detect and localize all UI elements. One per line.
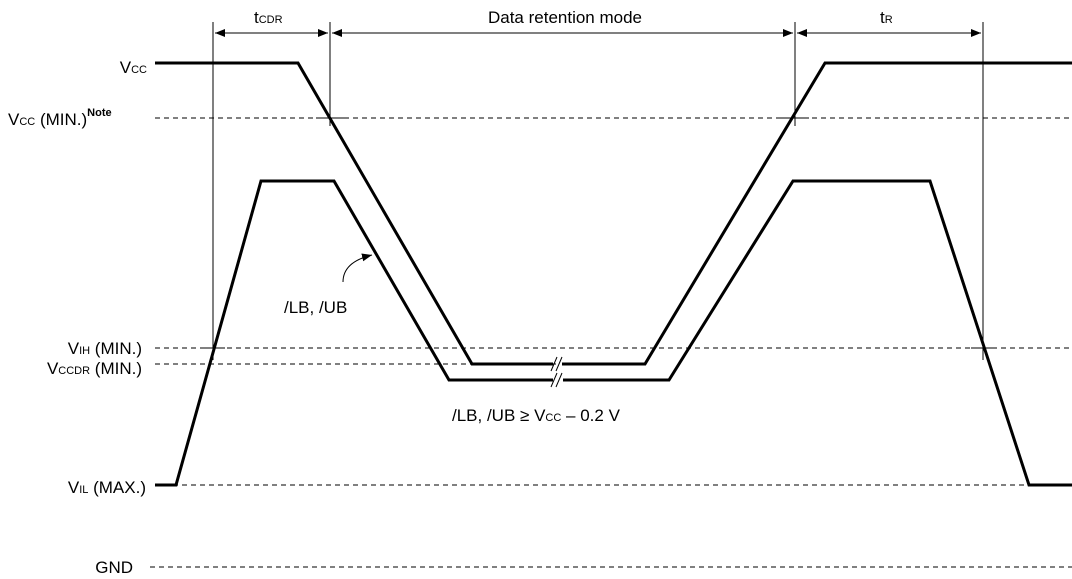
vcc-waveform-right bbox=[562, 61, 1072, 366]
lb-ub-waveform-left bbox=[155, 179, 553, 487]
waveform-break-symbol bbox=[550, 356, 563, 388]
lb-ub-waveform-right bbox=[563, 179, 1072, 487]
tcdr-label: tCDR bbox=[254, 8, 283, 27]
vcc-min-label: VCC (MIN.)Note bbox=[8, 107, 112, 129]
vih-min-label: VIH (MIN.) bbox=[68, 339, 142, 358]
gnd-label: GND bbox=[95, 558, 133, 577]
lb-ub-callout-arrow bbox=[342, 253, 373, 283]
vccdr-min-label: VCCDR (MIN.) bbox=[47, 359, 142, 378]
data-retention-mode-label: Data retention mode bbox=[488, 8, 642, 27]
vcc-waveform-left bbox=[155, 61, 553, 366]
note-superscript: Note bbox=[87, 107, 111, 119]
vil-max-label: VIL (MAX.) bbox=[68, 478, 146, 497]
retention-condition-label: /LB, /UB ≥ VCC – 0.2 V bbox=[452, 406, 621, 425]
vcc-label: VCC bbox=[120, 58, 147, 77]
tr-label: tR bbox=[880, 8, 893, 27]
lb-ub-label: /LB, /UB bbox=[284, 298, 347, 317]
